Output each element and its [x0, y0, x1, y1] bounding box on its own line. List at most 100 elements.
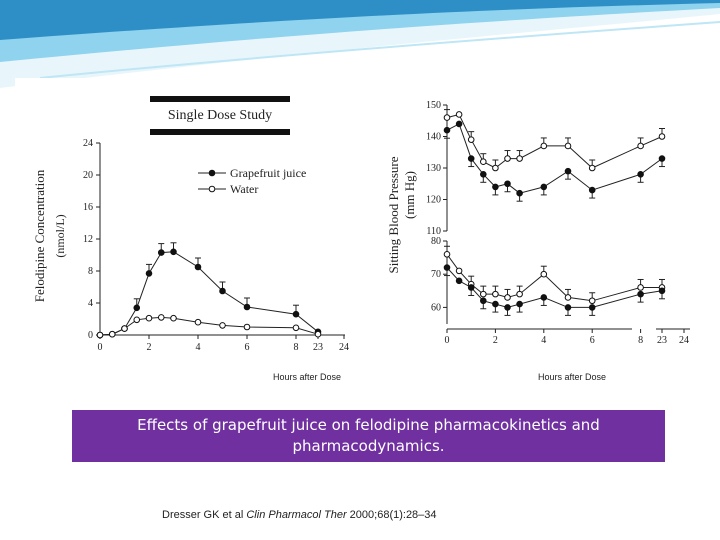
data-point-grapefruit-juice	[194, 263, 202, 271]
right-panel-bg	[420, 88, 715, 358]
y-tick-label: 20	[83, 170, 93, 181]
data-point-diastolic-grapefruit-juice	[467, 284, 475, 291]
data-point-diastolic-grapefruit-juice	[492, 300, 499, 308]
data-point-systolic-water	[504, 155, 511, 162]
data-point-systolic-water	[443, 114, 451, 121]
lower-y-tick-label: 70	[431, 269, 441, 280]
data-point-diastolic-grapefruit-juice	[480, 297, 487, 305]
data-point-systolic-grapefruit-juice	[492, 183, 499, 191]
data-point-water	[108, 330, 116, 338]
data-point-systolic-grapefruit-juice	[540, 183, 548, 191]
legend-label: Grapefruit juice	[230, 166, 306, 180]
data-point-diastolic-grapefruit-juice	[443, 264, 451, 271]
x-tick-label: 8	[294, 342, 299, 353]
x-tick-label: 6	[245, 342, 250, 353]
data-point-water	[219, 322, 226, 329]
data-point-systolic-water	[658, 133, 666, 140]
reference-journal: Clin Pharmacol Ther	[246, 509, 347, 521]
chart-title: Single Dose Study	[168, 108, 272, 123]
data-point-grapefruit-juice	[243, 303, 251, 311]
data-point-grapefruit-juice	[292, 310, 300, 318]
x-tick-label: 6	[590, 335, 595, 346]
data-point-systolic-water	[540, 142, 548, 150]
x-tick-label: 2	[147, 342, 152, 353]
data-point-diastolic-grapefruit-juice	[540, 294, 548, 301]
data-point-grapefruit-juice	[219, 287, 226, 295]
data-point-water	[292, 324, 300, 332]
data-point-diastolic-water	[540, 270, 548, 278]
reference-citation: Dresser GK et al Clin Pharmacol Ther 200…	[162, 509, 437, 521]
title-bar-top	[150, 96, 290, 102]
data-point-systolic-grapefruit-juice	[588, 186, 596, 194]
data-point-diastolic-water	[588, 297, 596, 305]
data-point-water	[243, 323, 251, 331]
data-point-grapefruit-juice	[133, 304, 141, 312]
y-axis-label: Felodipine Concentration	[32, 169, 47, 302]
upper-y-tick-label: 130	[426, 163, 441, 174]
data-point-water	[133, 316, 141, 324]
data-point-diastolic-grapefruit-juice	[588, 304, 596, 311]
x-tick-label: 4	[541, 335, 546, 346]
y-axis-unit: (mm Hg)	[402, 171, 417, 219]
data-point-diastolic-grapefruit-juice	[504, 304, 511, 311]
data-point-diastolic-grapefruit-juice	[637, 290, 644, 298]
data-point-systolic-grapefruit-juice	[467, 155, 475, 162]
data-point-systolic-water	[588, 164, 596, 172]
y-axis-unit: (nmol/L)	[53, 214, 67, 257]
data-point-systolic-water	[637, 142, 644, 150]
data-point-systolic-grapefruit-juice	[443, 126, 451, 134]
data-point-diastolic-grapefruit-juice	[516, 300, 523, 308]
data-point-systolic-water	[492, 164, 499, 172]
data-point-water	[314, 330, 322, 338]
data-point-systolic-grapefruit-juice	[516, 189, 523, 197]
slide-caption: Effects of grapefruit juice on felodipin…	[72, 410, 665, 462]
data-point-grapefruit-juice	[145, 270, 153, 277]
data-point-diastolic-water	[564, 294, 572, 301]
y-tick-label: 24	[83, 138, 93, 149]
data-point-water	[145, 314, 153, 322]
legend-marker	[208, 185, 216, 193]
upper-y-tick-label: 110	[426, 226, 441, 237]
data-point-diastolic-water	[455, 267, 463, 275]
x-tick-label: 0	[98, 342, 103, 353]
data-point-diastolic-water	[443, 250, 451, 258]
data-point-systolic-grapefruit-juice	[455, 120, 463, 128]
lower-y-tick-label: 80	[431, 236, 441, 247]
upper-y-tick-label: 140	[426, 132, 441, 143]
y-tick-label: 4	[88, 298, 93, 309]
series-line-systolic-water	[446, 113, 663, 169]
data-point-systolic-water	[480, 158, 487, 165]
data-point-systolic-grapefruit-juice	[564, 167, 572, 175]
reference-details: 2000;68(1):28–34	[346, 509, 437, 521]
data-point-systolic-grapefruit-juice	[637, 171, 644, 178]
data-point-systolic-grapefruit-juice	[658, 155, 666, 162]
x-tick-label: 23	[657, 335, 667, 346]
data-point-grapefruit-juice	[157, 249, 165, 256]
data-point-water	[121, 325, 128, 332]
legend-label: Water	[230, 182, 258, 196]
data-point-grapefruit-juice	[170, 248, 177, 256]
y-tick-label: 16	[83, 202, 93, 213]
blood-pressure-chart: Sitting Blood Pressure (mm Hg) 110 120 130 14…	[386, 100, 690, 346]
data-point-diastolic-grapefruit-juice	[455, 277, 463, 285]
data-point-water	[96, 331, 104, 339]
y-tick-label: 0	[88, 330, 93, 341]
data-point-diastolic-water	[504, 294, 511, 301]
legend-marker	[208, 169, 216, 177]
data-point-systolic-water	[564, 142, 572, 150]
data-point-diastolic-grapefruit-juice	[658, 287, 666, 295]
data-point-diastolic-water	[492, 290, 499, 298]
y-tick-label: 8	[88, 266, 93, 277]
x-tick-label: 0	[445, 335, 450, 346]
x-tick-label: 24	[339, 342, 349, 353]
right-x-axis-label: Hours after Dose	[538, 372, 607, 382]
data-point-diastolic-grapefruit-juice	[564, 304, 572, 311]
data-point-systolic-water	[467, 136, 475, 143]
x-tick-label: 8	[638, 335, 643, 346]
x-tick-label: 4	[196, 342, 201, 353]
data-point-diastolic-water	[516, 290, 523, 298]
data-point-systolic-grapefruit-juice	[504, 180, 511, 188]
x-tick-label: 24	[679, 335, 689, 346]
data-point-water	[194, 318, 202, 326]
upper-y-tick-label: 120	[426, 195, 441, 206]
